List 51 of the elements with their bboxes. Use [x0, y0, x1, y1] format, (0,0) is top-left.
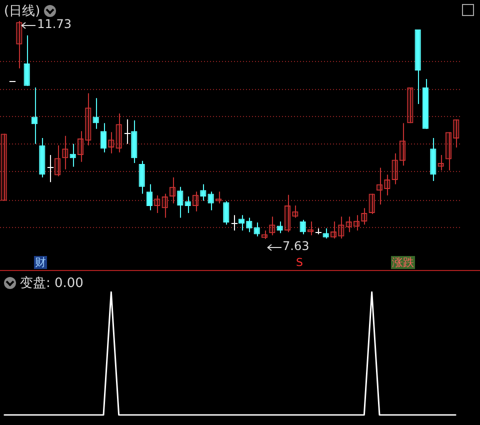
candlestick: [453, 118, 460, 148]
candlestick: [276, 220, 283, 234]
candlestick: [62, 135, 68, 170]
text: 涨跌: [391, 256, 415, 269]
candlestick: [338, 216, 344, 239]
annotation: 11.73: [37, 17, 72, 32]
candlestick: [138, 160, 145, 194]
candlestick: [361, 208, 368, 226]
candlestick: [146, 184, 153, 211]
candlestick: [162, 193, 168, 218]
candlestick: [407, 86, 414, 124]
chart-title: 变盘: 0.00: [20, 275, 84, 292]
candlestick: [184, 196, 191, 214]
candlestick: [399, 122, 406, 166]
candlestick: [124, 118, 132, 144]
chart-title: (日线): [4, 3, 40, 19]
candlestick: [46, 154, 54, 183]
candlestick: [208, 191, 214, 211]
candlestick: [300, 219, 306, 235]
candlestick: [116, 113, 122, 153]
text: 财: [34, 256, 47, 269]
candlestick: [230, 214, 238, 231]
candlestick: [16, 20, 22, 69]
candlestick: [0, 133, 7, 202]
candlestick: [376, 167, 383, 205]
candlestick: [353, 214, 360, 231]
candlestick: [346, 216, 352, 233]
candlestick: [24, 34, 30, 86]
candlestick: [177, 186, 184, 218]
candlestick: [246, 217, 252, 233]
candlestick: [192, 191, 199, 212]
candlestick: [100, 122, 107, 153]
candlestick: [330, 220, 337, 239]
candlestick: [284, 194, 291, 233]
candlestick: [269, 216, 276, 236]
candlestick: [31, 86, 38, 144]
candlestick: [85, 92, 92, 146]
candlestick: [77, 130, 84, 162]
candlestick: [154, 194, 160, 214]
text: 7.63: [282, 239, 310, 254]
candlestick: [54, 144, 61, 177]
candlestick: [368, 193, 375, 215]
candlestick: [92, 98, 99, 130]
candlestick: [200, 184, 206, 202]
candlestick: [445, 132, 452, 171]
candlestick: [322, 228, 329, 239]
candlestick: [392, 152, 398, 185]
candlestick: [384, 174, 390, 196]
text: S: [295, 256, 304, 269]
candlestick: [108, 132, 114, 154]
candlestick: [223, 200, 230, 226]
